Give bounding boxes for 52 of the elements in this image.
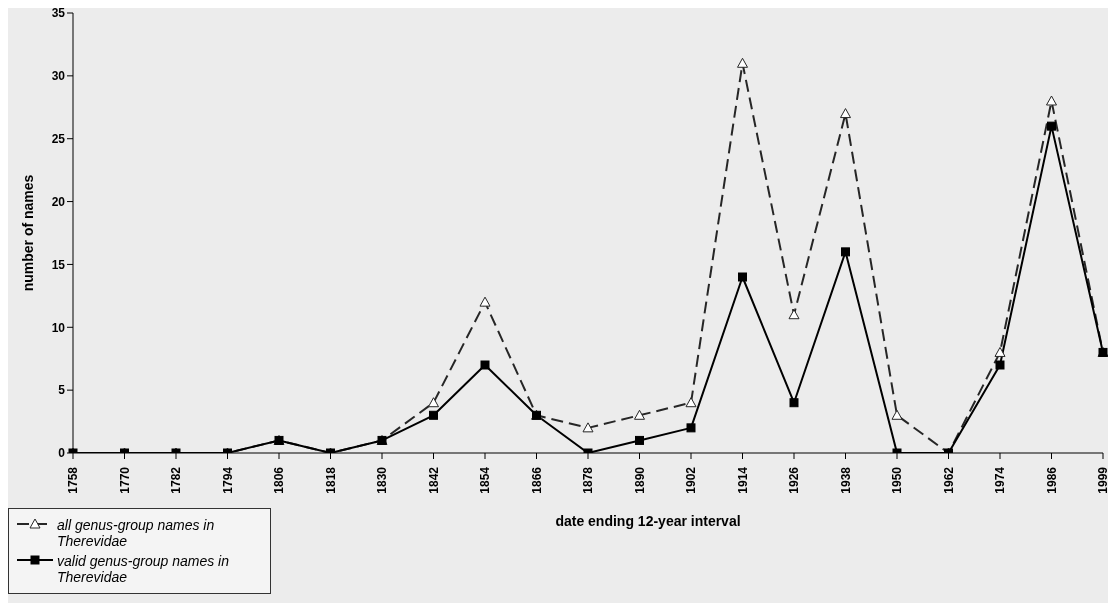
point	[789, 398, 799, 408]
y-tick-label: 5	[58, 383, 66, 398]
point	[685, 397, 697, 408]
x-tick-label: 1962	[941, 466, 956, 494]
x-tick-label: 1974	[993, 466, 1007, 494]
point	[479, 296, 491, 307]
x-tick-label: 1878	[581, 466, 595, 494]
x-tick-label: 1854	[478, 466, 492, 494]
point	[995, 360, 1005, 370]
point	[634, 409, 645, 420]
point	[686, 423, 696, 433]
point	[841, 247, 850, 257]
point	[737, 57, 748, 68]
x-tick-label: 1926	[787, 466, 801, 494]
point	[429, 410, 438, 420]
x-tick-label: 1866	[529, 466, 544, 494]
point	[582, 422, 594, 433]
point	[428, 397, 439, 408]
x-tick-label: 1758	[66, 466, 80, 494]
y-tick-label: 30	[51, 69, 66, 84]
y-tick-label: 35	[51, 6, 66, 21]
x-tick-label: 1950	[890, 466, 904, 494]
y-tick-label: 10	[51, 320, 66, 335]
x-tick-label: 1999	[1096, 466, 1109, 494]
x-tick-label: 1782	[169, 466, 183, 494]
legend-label: valid genus-group names in Therevidae	[57, 553, 230, 585]
y-tick-label: 15	[51, 257, 66, 272]
y-axis-title: number of names	[19, 174, 36, 292]
point	[1047, 121, 1056, 131]
point	[994, 346, 1006, 357]
point	[635, 435, 644, 445]
x-tick-label: 1986	[1044, 466, 1059, 494]
x-tick-label: 1794	[220, 466, 235, 494]
x-tick-label: 1902	[684, 466, 698, 494]
x-tick-label: 1890	[632, 466, 647, 494]
point	[840, 108, 851, 119]
y-tick-label: 20	[51, 194, 66, 209]
y-tick-label: 0	[58, 446, 66, 461]
x-tick-label: 1914	[735, 466, 750, 494]
x-tick-label: 1842	[426, 466, 441, 494]
x-tick-label: 1806	[272, 466, 286, 494]
point	[1046, 95, 1057, 106]
x-tick-label: 1770	[117, 466, 132, 494]
point	[480, 360, 490, 370]
x-tick-label: 1830	[375, 466, 389, 494]
point	[788, 309, 800, 320]
x-tick-label: 1818	[323, 466, 338, 494]
point	[891, 409, 903, 420]
y-tick-label: 25	[51, 131, 66, 146]
x-axis-title: date ending 12-year interval	[554, 513, 742, 529]
x-tick-label: 1938	[838, 466, 853, 494]
point	[738, 272, 747, 282]
